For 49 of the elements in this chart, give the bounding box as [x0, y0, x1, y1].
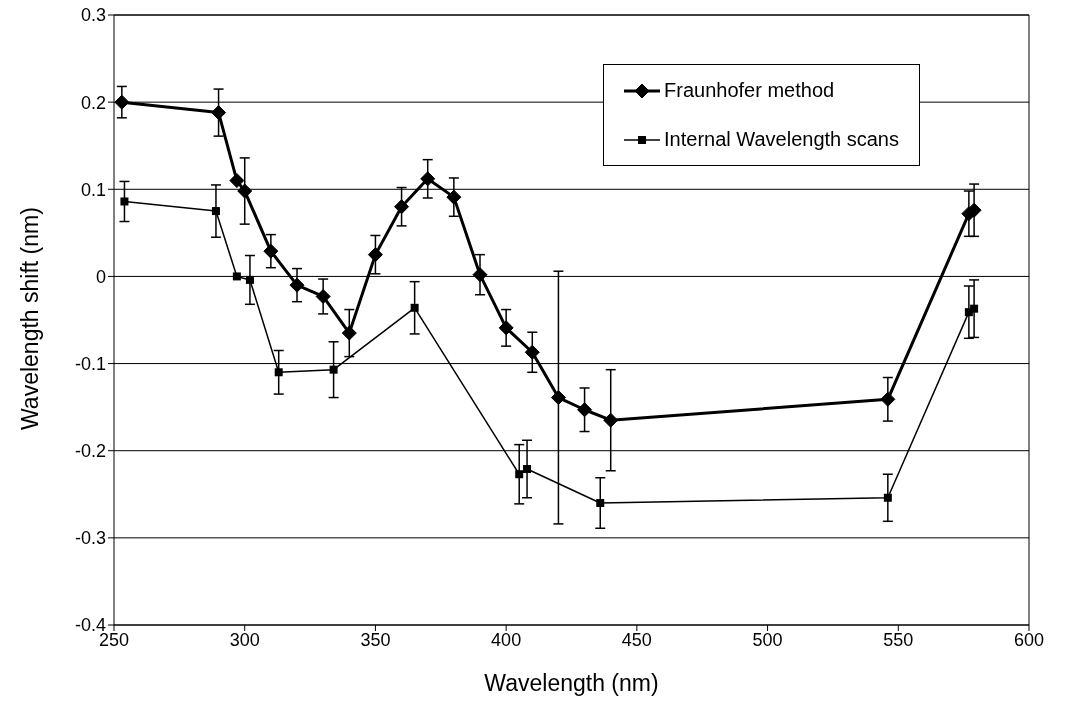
y-tick-label: 0 [95, 266, 106, 287]
point [880, 391, 896, 407]
point [394, 199, 410, 215]
point [446, 189, 462, 205]
y-tick-label: 0.2 [80, 92, 106, 113]
point [603, 412, 619, 428]
legend-label: Internal Wavelength scans [664, 128, 899, 151]
point [120, 197, 129, 206]
x-axis-title: Wavelength (nm) [484, 670, 659, 696]
point [114, 94, 130, 110]
point [315, 288, 331, 304]
point [515, 470, 524, 479]
y-axis-title: Wavelength shift (nm) [17, 207, 44, 430]
legend-label: Fraunhofer method [664, 79, 835, 102]
point [367, 247, 383, 263]
point [420, 171, 436, 187]
x-tick-label: 600 [1013, 629, 1045, 650]
point [970, 304, 979, 313]
x-tick-label: 550 [883, 629, 914, 650]
point [577, 402, 593, 418]
point [229, 173, 245, 189]
y-tick-label: -0.3 [74, 528, 106, 549]
y-tick-label: 0.1 [80, 179, 106, 200]
point [341, 325, 357, 341]
point [289, 277, 305, 293]
y-tick-label: -0.2 [74, 441, 106, 462]
x-tick-label: 400 [491, 629, 522, 650]
x-tick-label: 300 [229, 629, 260, 650]
x-tick-label: 500 [752, 629, 783, 650]
point [524, 344, 540, 360]
point [245, 275, 254, 284]
point [523, 465, 532, 474]
y-tick-label: -0.1 [74, 353, 106, 374]
point [211, 105, 227, 121]
point [329, 365, 338, 374]
point [410, 303, 419, 312]
point [498, 320, 514, 336]
point [550, 390, 566, 406]
x-tick-label: 350 [360, 629, 391, 650]
point [883, 493, 892, 502]
point [472, 267, 488, 283]
point [263, 243, 279, 259]
x-tick-label: 450 [621, 629, 652, 650]
point [596, 499, 605, 507]
point [274, 368, 283, 377]
point [237, 183, 253, 199]
point [232, 272, 241, 281]
y-tick-label: 0.3 [80, 5, 106, 26]
point [211, 207, 220, 216]
